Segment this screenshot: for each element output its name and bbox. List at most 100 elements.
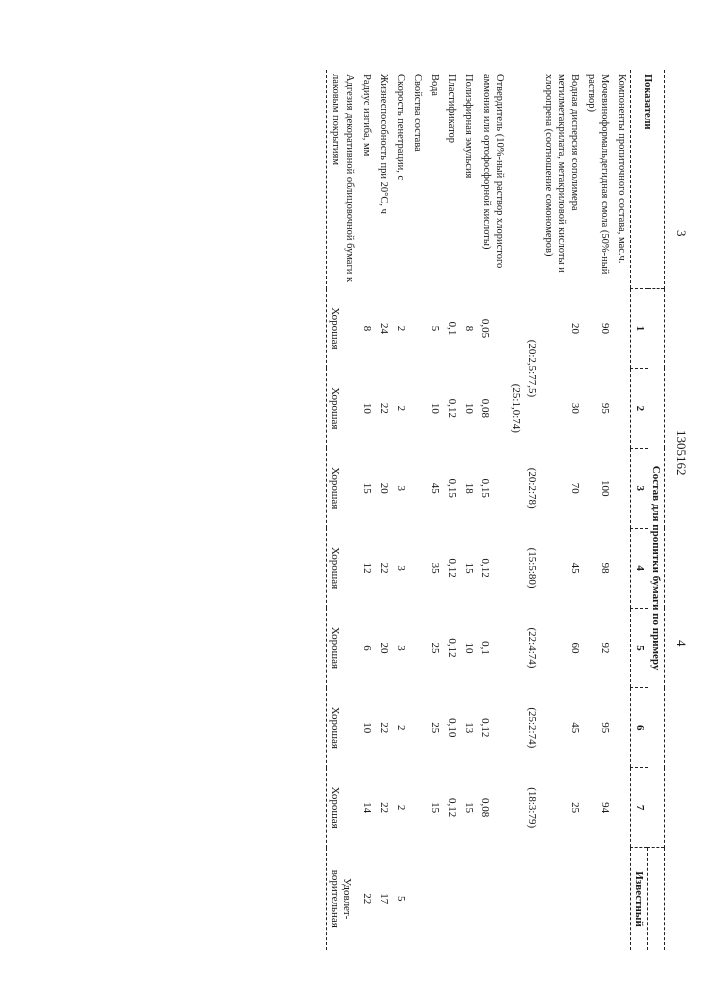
row-life-label: Жизнеспособность при 20°С, ч: [375, 70, 392, 289]
ratio-cell: (25:2:74): [524, 688, 540, 768]
cell: [583, 848, 613, 950]
cell: 0,12: [478, 688, 508, 768]
row-bend-label: Радиус изгиба, мм: [358, 70, 375, 289]
cell: 2: [392, 768, 409, 848]
cell: 5: [392, 848, 409, 950]
cell: 25: [426, 608, 443, 688]
cell: 22: [375, 528, 392, 608]
cell: 100: [583, 448, 613, 528]
cell: 18: [460, 448, 477, 528]
ratio-cell: (20:2:78): [524, 448, 540, 528]
components-heading: Компоненты пропиточного состава, мас.ч.: [613, 70, 631, 289]
cell: 22: [358, 848, 375, 950]
cell: Хорошая: [327, 368, 358, 448]
cell: 15: [358, 448, 375, 528]
cell: 0,12: [443, 528, 460, 608]
props-heading: Свойства состава: [409, 70, 426, 289]
cell: 2: [392, 368, 409, 448]
page-num-right: 4: [673, 640, 689, 647]
cell: 3: [392, 528, 409, 608]
cell: 2: [392, 289, 409, 369]
cell: 0,12: [443, 768, 460, 848]
col-3: 3: [631, 448, 648, 528]
cell: 15: [426, 768, 443, 848]
cell: 20: [375, 448, 392, 528]
document-number: 1305162: [673, 430, 689, 476]
cell: 45: [540, 688, 583, 768]
cell: 10: [426, 368, 443, 448]
cell: Хорошая: [327, 448, 358, 528]
cell: 15: [460, 528, 477, 608]
cell: Хорошая: [327, 768, 358, 848]
cell: 10: [358, 368, 375, 448]
cell: 25: [426, 688, 443, 768]
cell: 22: [375, 368, 392, 448]
cell: Удовлет- ворительная: [327, 848, 358, 950]
cell: Хорошая: [327, 289, 358, 369]
ratio-cell: (25:1,0:74): [508, 368, 524, 448]
cell: 0,15: [443, 448, 460, 528]
cell: Хорошая: [327, 608, 358, 688]
cell: Хорошая: [327, 688, 358, 768]
cell: 20: [540, 289, 583, 369]
cell: 95: [583, 368, 613, 448]
row-hardener-label: Отвердитель (10%-ный раствор хлористого …: [478, 70, 508, 289]
row-plast-label: Пластификатор: [443, 70, 460, 289]
page-num-left: 3: [673, 230, 689, 237]
cell: 8: [460, 289, 477, 369]
col-2: 2: [631, 368, 648, 448]
cell: 8: [358, 289, 375, 369]
cell: 98: [583, 528, 613, 608]
col-indicators: Показатели: [631, 70, 665, 289]
cell: 35: [426, 528, 443, 608]
cell: 3: [392, 608, 409, 688]
cell: 0,12: [443, 368, 460, 448]
cell: 0,05: [478, 289, 508, 369]
cell: 17: [375, 848, 392, 950]
cell: 0,12: [443, 608, 460, 688]
cell: 15: [460, 768, 477, 848]
row-adhesion-label: Адгезия декоративной облицовочной бумаги…: [327, 70, 358, 289]
ratio-cell: (18:3:79): [524, 768, 540, 848]
cell: 0,10: [443, 688, 460, 768]
cell: 10: [358, 688, 375, 768]
col-known: Известный: [631, 848, 648, 950]
col-4: 4: [631, 528, 648, 608]
cell: 30: [540, 368, 583, 448]
cell: 94: [583, 768, 613, 848]
col-6: 6: [631, 688, 648, 768]
ratio-cell: (22:4:74): [524, 608, 540, 688]
cell: 25: [540, 768, 583, 848]
cell: 0,15: [478, 448, 508, 528]
cell: 20: [375, 608, 392, 688]
row-dispersion-label: Водная дисперсия сополимера метилметакри…: [540, 70, 583, 289]
cell: 10: [460, 608, 477, 688]
cell: 60: [540, 608, 583, 688]
row-emulsion-label: Полиэфирная эмульсия: [460, 70, 477, 289]
data-table: Показатели Состав для пропитки бумаги по…: [326, 70, 665, 950]
cell: Хорошая: [327, 528, 358, 608]
cell: 45: [426, 448, 443, 528]
cell: 95: [583, 688, 613, 768]
cell: 70: [540, 448, 583, 528]
cell: 0,1: [478, 608, 508, 688]
blank-cell: [648, 848, 665, 950]
row-water-label: Вода: [426, 70, 443, 289]
cell: 14: [358, 768, 375, 848]
cell: 24: [375, 289, 392, 369]
cell: [540, 848, 583, 950]
col-5: 5: [631, 608, 648, 688]
ratio-cell: (20:2,5:77,5): [524, 289, 540, 449]
cell: 0,08: [478, 768, 508, 848]
cell: 13: [460, 688, 477, 768]
cell: 6: [358, 608, 375, 688]
cell: 45: [540, 528, 583, 608]
col-7: 7: [631, 768, 648, 848]
cell: 12: [358, 528, 375, 608]
cell: 2: [392, 688, 409, 768]
cell: 22: [375, 688, 392, 768]
cell: 92: [583, 608, 613, 688]
cell: 90: [583, 289, 613, 369]
cell: 0,08: [478, 368, 508, 448]
cell: 0,1: [443, 289, 460, 369]
